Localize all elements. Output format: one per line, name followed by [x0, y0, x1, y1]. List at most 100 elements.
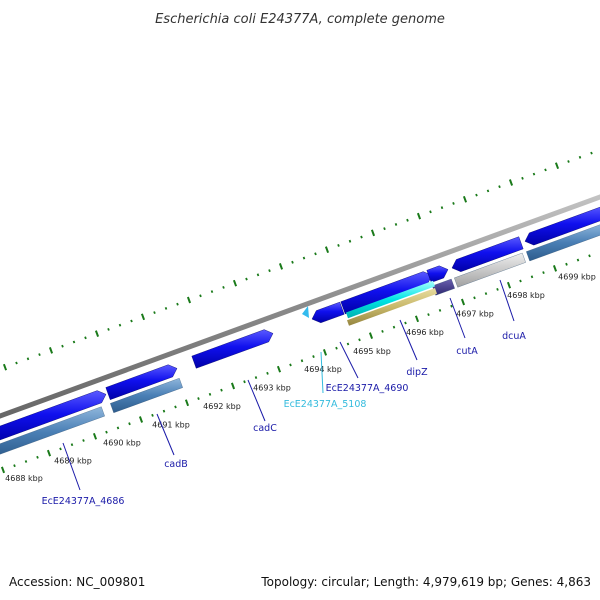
outer-tick: [118, 323, 122, 327]
inner-tick: [312, 355, 315, 358]
outer-tick: [222, 285, 225, 289]
outer-tick: [302, 256, 306, 260]
inner-tick: [254, 376, 258, 379]
outer-tick: [348, 239, 352, 243]
gene-label-leader: [247, 379, 266, 422]
cds-feature: [110, 378, 183, 413]
inner-tick: [300, 359, 304, 363]
cds-feature: [0, 406, 105, 455]
scale-label: 4699 kbp: [558, 272, 596, 281]
genome-summary: Topology: circular; Length: 4,979,619 bp…: [260, 575, 591, 589]
outer-tick: [61, 344, 64, 348]
gene-label-leader: [399, 319, 418, 361]
inner-tick: [128, 422, 131, 426]
map-body: 4688 kbp 4689 kbp 4690 kbp 4691 kbp 4692 kbp…: [0, 151, 600, 507]
inner-tick: [530, 275, 534, 279]
inner-tick: [438, 308, 442, 312]
inner-tick: [484, 292, 488, 296]
scale-label: 4696 kbp: [406, 328, 444, 337]
gene-feature: [0, 390, 107, 441]
inner-tick: [427, 313, 430, 317]
scale-label: 4698 kbp: [507, 291, 545, 300]
gene-feature: [524, 206, 600, 246]
inner-tick: [346, 342, 350, 346]
gene-feature: [311, 301, 345, 324]
gene-feature: [105, 364, 178, 400]
inner-tick: [0, 466, 6, 474]
outer-tick: [567, 160, 570, 163]
inner-tick: [322, 349, 328, 356]
gene-label-leader: [339, 341, 359, 379]
outer-tick: [440, 206, 444, 210]
outer-tick: [153, 311, 156, 315]
inner-tick: [506, 281, 512, 289]
inner-tick: [105, 430, 108, 434]
outer-tick: [314, 252, 317, 256]
scale-label: 4689 kbp: [54, 456, 92, 465]
gene-feature: [426, 265, 449, 283]
small-feature-arrow: [302, 306, 309, 318]
cds-feature: [526, 224, 600, 262]
inner-tick: [358, 338, 361, 342]
gene-label-leader: [320, 351, 324, 394]
inner-tick: [197, 397, 200, 400]
outer-tick: [486, 189, 490, 193]
gene-feature: [451, 236, 524, 272]
inner-tick: [82, 439, 85, 442]
outer-tick: [72, 340, 76, 344]
outer-tick: [48, 347, 54, 354]
inner-tick: [162, 409, 166, 413]
outer-tick: [15, 361, 18, 365]
inner-tick: [588, 254, 591, 258]
inner-tick: [13, 464, 16, 468]
outer-tick: [278, 263, 284, 270]
inner-tick: [460, 298, 466, 306]
outer-tick: [475, 193, 478, 197]
gene-feature: [191, 329, 274, 369]
outer-tick: [199, 294, 202, 298]
outer-tick: [164, 306, 168, 310]
outer-tick: [406, 218, 409, 222]
inner-tick: [46, 449, 52, 457]
inner-tick: [116, 426, 120, 430]
inner-tick: [519, 279, 522, 283]
scale-label: 4693 kbp: [253, 384, 291, 393]
outer-tick: [416, 212, 422, 220]
gene-label: EcE24377A_4686: [42, 496, 125, 507]
outer-tick: [452, 202, 455, 205]
inner-tick: [565, 262, 568, 266]
inner-tick: [230, 382, 236, 390]
inner-tick: [70, 443, 74, 447]
gene-feature: [340, 271, 433, 315]
scale-label: 4695 kbp: [353, 347, 391, 356]
outer-tick: [140, 313, 146, 321]
outer-tick: [370, 229, 376, 237]
outer-tick: [176, 302, 179, 306]
outer-tick: [268, 269, 271, 273]
outer-tick: [521, 176, 524, 180]
inner-tick: [404, 321, 407, 325]
outer-tick: [324, 246, 330, 254]
inner-tick: [276, 365, 282, 373]
inner-tick: [289, 363, 292, 367]
scale-label: 4688 kbp: [5, 474, 43, 483]
inner-tick: [151, 413, 154, 417]
pseudogene-feature: [454, 252, 526, 288]
outer-tick: [554, 162, 560, 170]
inner-tick: [473, 296, 476, 300]
inner-tick: [220, 388, 223, 392]
outer-tick: [590, 151, 593, 155]
outer-tick: [26, 357, 30, 361]
inner-tick: [450, 304, 453, 308]
gene-label: EcE24377A_4690: [326, 383, 409, 394]
scale-label: 4697 kbp: [456, 310, 494, 319]
outer-tick: [383, 227, 386, 231]
inner-tick: [552, 265, 558, 272]
outer-tick: [232, 279, 238, 287]
rna-feature: [346, 280, 435, 319]
inner-tick: [335, 346, 338, 350]
inner-tick: [576, 258, 580, 262]
gene-label-leader: [156, 413, 175, 456]
outer-tick: [337, 244, 340, 247]
